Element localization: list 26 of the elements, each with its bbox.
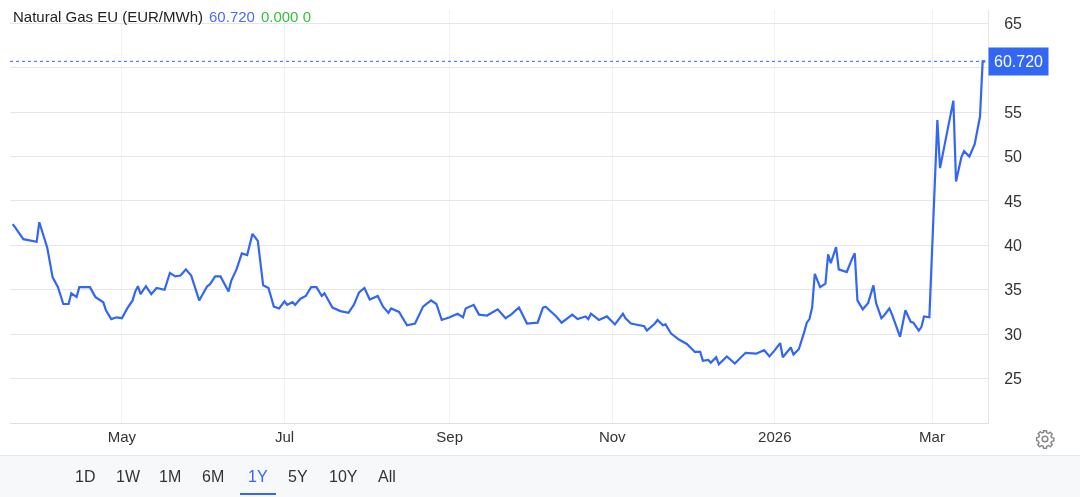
text: 1Y bbox=[248, 468, 268, 486]
text: 1M bbox=[159, 468, 182, 486]
y-tick-label: 65 bbox=[1004, 14, 1023, 32]
y-tick-label: 25 bbox=[1004, 370, 1023, 388]
annotation: 60.720 bbox=[209, 8, 255, 25]
x-tick-label: 2026 bbox=[758, 428, 792, 445]
ref-line-label: 60.720 bbox=[994, 53, 1044, 70]
text: 1D bbox=[75, 468, 96, 486]
y-tick-label: 45 bbox=[1004, 192, 1023, 210]
annotation: 0.000 0 bbox=[260, 8, 311, 25]
text: 10Y bbox=[329, 468, 358, 486]
x-tick-label: Nov bbox=[598, 428, 627, 445]
chart-title: Natural Gas EU (EUR/MWh) bbox=[13, 8, 204, 25]
text: 6M bbox=[202, 468, 225, 486]
y-tick-label: 50 bbox=[1004, 148, 1023, 166]
x-tick-label: Mar bbox=[919, 428, 945, 445]
x-tick-label: Jul bbox=[274, 428, 295, 445]
x-tick-label: May bbox=[107, 428, 137, 445]
text: All bbox=[378, 468, 396, 486]
y-tick-label: 40 bbox=[1004, 236, 1023, 254]
y-tick-label: 55 bbox=[1004, 103, 1023, 121]
x-tick-label: Sep bbox=[436, 428, 464, 445]
text: 1W bbox=[116, 468, 140, 486]
text: 5Y bbox=[288, 468, 308, 486]
y-tick-label: 35 bbox=[1004, 281, 1023, 299]
y-tick-label: 30 bbox=[1004, 325, 1023, 343]
